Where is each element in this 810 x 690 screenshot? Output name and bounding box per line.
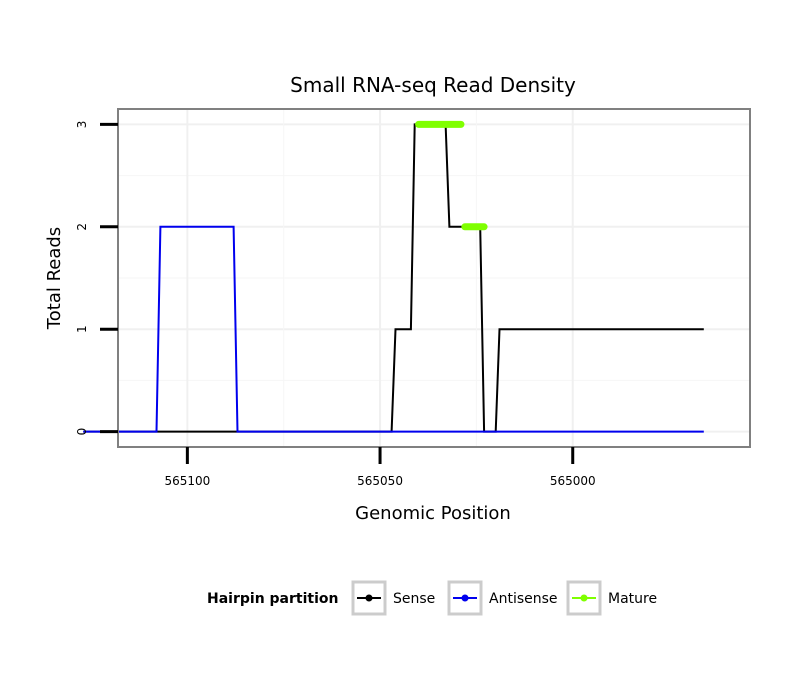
x-tick-label: 565050	[357, 474, 403, 488]
y-axis: 0 1 2 3	[75, 121, 118, 436]
legend-label-mature: Mature	[608, 591, 657, 607]
y-tick-label: 1	[75, 325, 89, 333]
y-tick-label: 3	[75, 121, 89, 129]
x-axis-title: Genomic Position	[355, 503, 511, 524]
legend-dot-antisense	[461, 594, 469, 602]
legend-dot-sense	[365, 594, 373, 602]
legend-label-antisense: Antisense	[489, 591, 558, 607]
chart-title: Small RNA-seq Read Density	[290, 73, 576, 97]
plot-border	[117, 108, 751, 448]
x-tick-label: 565100	[164, 474, 210, 488]
x-tick-label: 565000	[550, 474, 596, 488]
y-tick-label: 0	[75, 428, 89, 436]
legend-label-sense: Sense	[393, 591, 435, 607]
legend: Hairpin partition Sense Antisense Mature	[207, 580, 657, 616]
y-tick-label: 2	[75, 223, 89, 231]
legend-dot-mature	[580, 594, 588, 602]
series-layer	[83, 120, 704, 433]
y-axis-title: Total Reads	[44, 227, 65, 330]
antisense-line	[83, 225, 704, 433]
x-axis: 565100 565050 565000	[164, 447, 596, 488]
legend-title: Hairpin partition	[207, 591, 338, 607]
